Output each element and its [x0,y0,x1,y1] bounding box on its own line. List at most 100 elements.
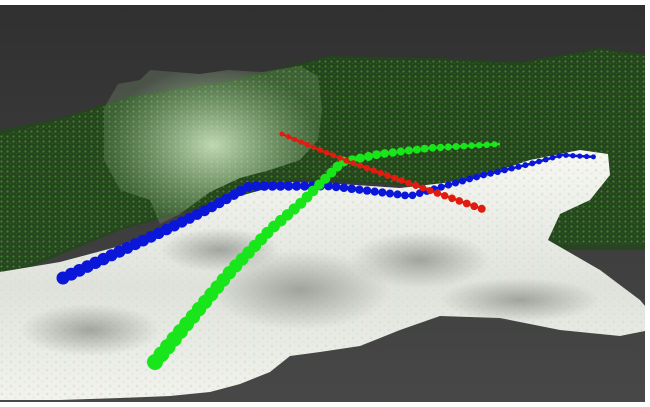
red-path-bead [279,131,285,137]
red-path-bead [412,182,420,189]
red-path-bead [317,147,323,153]
blue-path-bead [378,188,387,197]
blue-path-bead [339,183,349,192]
blue-path-bead [570,153,576,159]
blue-path-bead [415,189,424,197]
canopy-patch [104,66,322,224]
terrain-shadow [20,304,160,356]
blue-path-bead [243,182,254,192]
blue-path-bead [549,154,556,161]
blue-path-bead [401,191,409,200]
red-path-bead [323,149,330,156]
blue-path-bead [480,171,487,179]
red-path-bead [350,160,357,167]
red-path-bead [419,184,427,192]
terrain-shadow [350,232,490,288]
blue-path-bead [501,166,508,174]
blue-path-bead [487,170,494,177]
red-path-bead [292,136,298,142]
blue-path-bead [370,187,379,196]
blue-path-bead [408,191,417,200]
blue-path-bead [522,162,529,169]
red-path-bead [330,152,337,159]
blue-path-bead [556,153,562,159]
blue-path-bead [494,168,501,175]
red-path-bead [343,157,350,164]
blue-path-bead [529,160,536,167]
green-path-bead [404,146,413,155]
blue-path-bead [347,184,357,193]
red-path-bead [391,174,398,182]
red-path-bead [311,144,317,150]
red-path-bead [377,169,384,177]
blue-path-bead [444,181,452,189]
blue-path-bead [515,163,522,170]
blue-path-bead [251,181,262,191]
frame-bottom [0,402,650,407]
frame-top [0,0,650,5]
blue-path-bead [584,153,590,160]
red-path-bead [384,172,391,179]
blue-path-bead [259,181,270,191]
blue-path-bead [324,181,333,191]
green-path-bead [444,143,452,151]
green-path-bead [476,142,483,149]
blue-path-bead [452,179,459,187]
red-path-bead [470,202,479,211]
blue-path-bead [362,186,372,195]
green-path-bead [372,150,381,160]
red-path-bead [285,134,291,140]
green-path-bead [388,148,397,157]
red-path-bead [441,192,449,200]
green-path-bead [396,147,405,156]
blue-path-bead [577,153,583,159]
red-path-bead [298,139,304,145]
red-path-bead [448,194,456,203]
green-path-bead [420,144,429,153]
green-path-bead [491,141,498,148]
red-path-bead [455,197,464,205]
red-path-bead [462,199,471,208]
red-path-bead [433,189,442,197]
terrain-shadow [160,228,280,272]
blue-path-bead [300,181,310,191]
blue-path-bead [536,158,542,165]
red-path-bead [370,167,377,174]
blue-path-bead [508,165,515,172]
green-path-bead [452,143,460,150]
red-path-bead [398,177,405,184]
green-path-bead [483,141,490,148]
red-path-bead [363,164,370,172]
blue-path-bead [275,181,286,191]
blue-path-bead [563,152,569,158]
terrain-shadow [210,250,390,330]
paths-layer [56,131,596,370]
blue-path-bead [267,181,278,191]
green-path-bead [355,153,365,163]
green-path-bead [412,145,421,154]
blue-path-bead [459,177,466,185]
red-path-bead [304,141,310,148]
frame-right [645,0,650,407]
red-path-bead [477,204,486,213]
green-path-bead [460,142,468,150]
blue-path-bead [355,185,364,194]
blue-path-bead [291,181,302,191]
green-path-bead [364,151,373,161]
green-path-bead [436,143,445,152]
green-path-bead [320,173,331,184]
blue-path-bead [331,182,341,192]
red-path-bead [426,187,434,195]
blue-path-bead [437,183,445,191]
blue-path-bead [385,189,394,198]
blue-path-bead [542,156,549,163]
blue-path-bead [466,175,473,183]
blue-path-bead [473,173,480,181]
green-path-bead [468,142,475,149]
red-path-bead [336,155,343,161]
green-path-bead [428,144,437,152]
green-path-bead [326,167,337,178]
blue-path-bead [393,190,402,199]
